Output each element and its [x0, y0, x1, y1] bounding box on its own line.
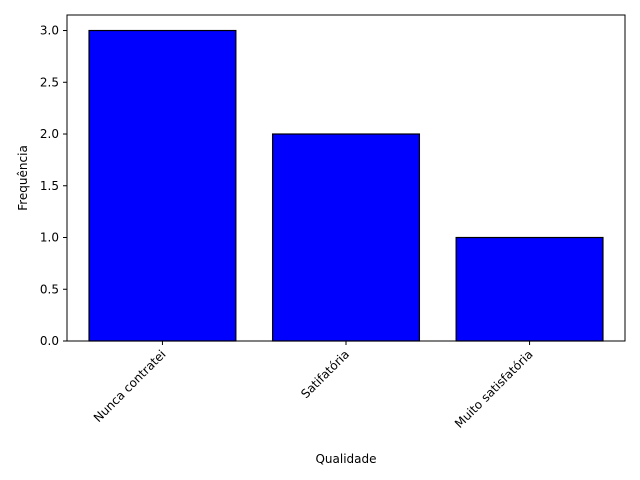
x-axis-label: Qualidade — [315, 452, 376, 466]
y-tick-label: 2.5 — [40, 75, 59, 89]
y-tick-label: 1.5 — [40, 179, 59, 193]
y-axis-ticks: 0.0 0.5 1.0 1.5 2.0 2.5 3.0 — [40, 24, 67, 348]
y-axis-label: Frequência — [16, 145, 30, 211]
y-tick-label: 2.0 — [40, 127, 59, 141]
x-tick-label: Muito satisfatória — [452, 347, 536, 431]
bar-muito-satisfatória — [455, 236, 604, 342]
x-axis-ticks: Nunca contratei Satifatória Muito satisfat… — [91, 341, 536, 431]
y-tick-label: 1.0 — [40, 231, 59, 245]
bar-nunca-contratei — [88, 29, 237, 342]
x-tick-label: Satifatória — [298, 347, 352, 401]
plot-frame — [66, 14, 626, 342]
x-tick-label: Nunca contratei — [91, 347, 169, 425]
y-tick-label: 0.0 — [40, 334, 59, 348]
y-tick-label: 3.0 — [40, 24, 59, 38]
bar-satifatória — [271, 133, 421, 342]
bars-group — [88, 29, 604, 342]
y-tick-label: 0.5 — [40, 282, 59, 296]
